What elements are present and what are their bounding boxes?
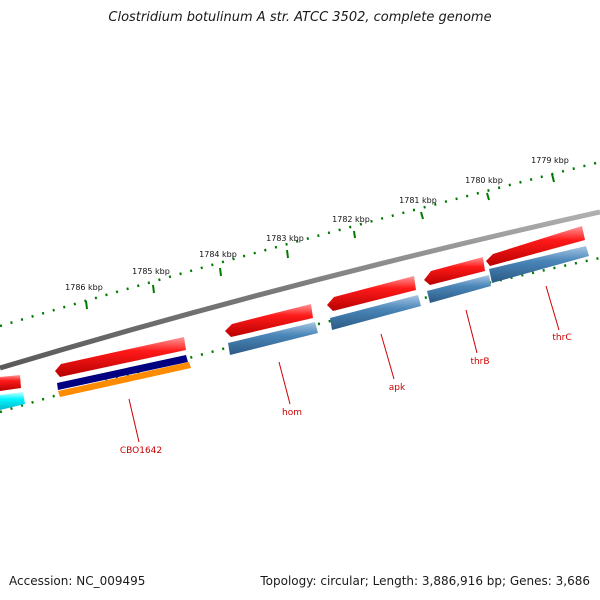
tick-label-1781: 1781 kbp [399,196,437,205]
genome-backbone [0,209,600,371]
leader-thrb [465,309,478,354]
gene-label-hom: hom [282,408,302,418]
tick-1780 [486,192,490,201]
gene-label-cbo1642: CBO1642 [120,446,162,456]
tick-label-1783: 1783 kbp [266,234,304,243]
gene-label-apk: apk [389,383,406,393]
accession-text: Accession: NC_009495 [9,574,146,588]
gene-arrow-hom [225,304,313,337]
cds-thrb [427,275,491,303]
other-features [0,355,191,410]
feature-navy-cbo1642 [57,355,188,390]
tick-label-1785: 1785 kbp [132,267,170,276]
cds-hom [228,322,318,355]
gene-arrow-cbo1642 [55,337,186,377]
forward-genes [0,226,585,391]
label-leaders [128,285,560,443]
leader-apk [380,333,395,380]
gene-arrow-edge-left [0,375,21,391]
tick-1785 [152,284,155,294]
gene-label-thrb: thrB [470,357,489,367]
tick-1783 [286,249,289,259]
leader-thrc [545,285,560,331]
feature-orange-cbo1642 [58,362,191,397]
outer-ruler-dots [0,160,600,328]
cds-thrc [489,246,589,283]
tick-label-1780: 1780 kbp [465,176,503,185]
genome-summary-text: Topology: circular; Length: 3,886,916 bp… [260,574,590,588]
tick-label-1782: 1782 kbp [332,215,370,224]
cds-features [228,246,589,355]
tick-1779 [551,173,555,183]
cds-apk [330,295,421,330]
gene-arrow-thrc [486,226,585,266]
gene-arrow-apk [327,276,416,311]
tick-label-1784: 1784 kbp [199,250,237,259]
gene-arrow-thrb [424,257,485,285]
ruler-ticks [85,173,555,310]
tick-1784 [219,267,222,277]
tick-label-1786: 1786 kbp [65,283,103,292]
map-title: Clostridium botulinum A str. ATCC 3502, … [108,10,492,25]
feature-cyan-edge [0,392,25,410]
tick-1781 [420,211,424,220]
tick-label-1779: 1779 kbp [531,156,569,165]
tick-1782 [353,230,356,239]
tick-1786 [85,300,88,310]
leader-cbo1642 [128,398,140,443]
gene-label-thrc: thrC [552,333,571,343]
leader-hom [278,361,291,405]
